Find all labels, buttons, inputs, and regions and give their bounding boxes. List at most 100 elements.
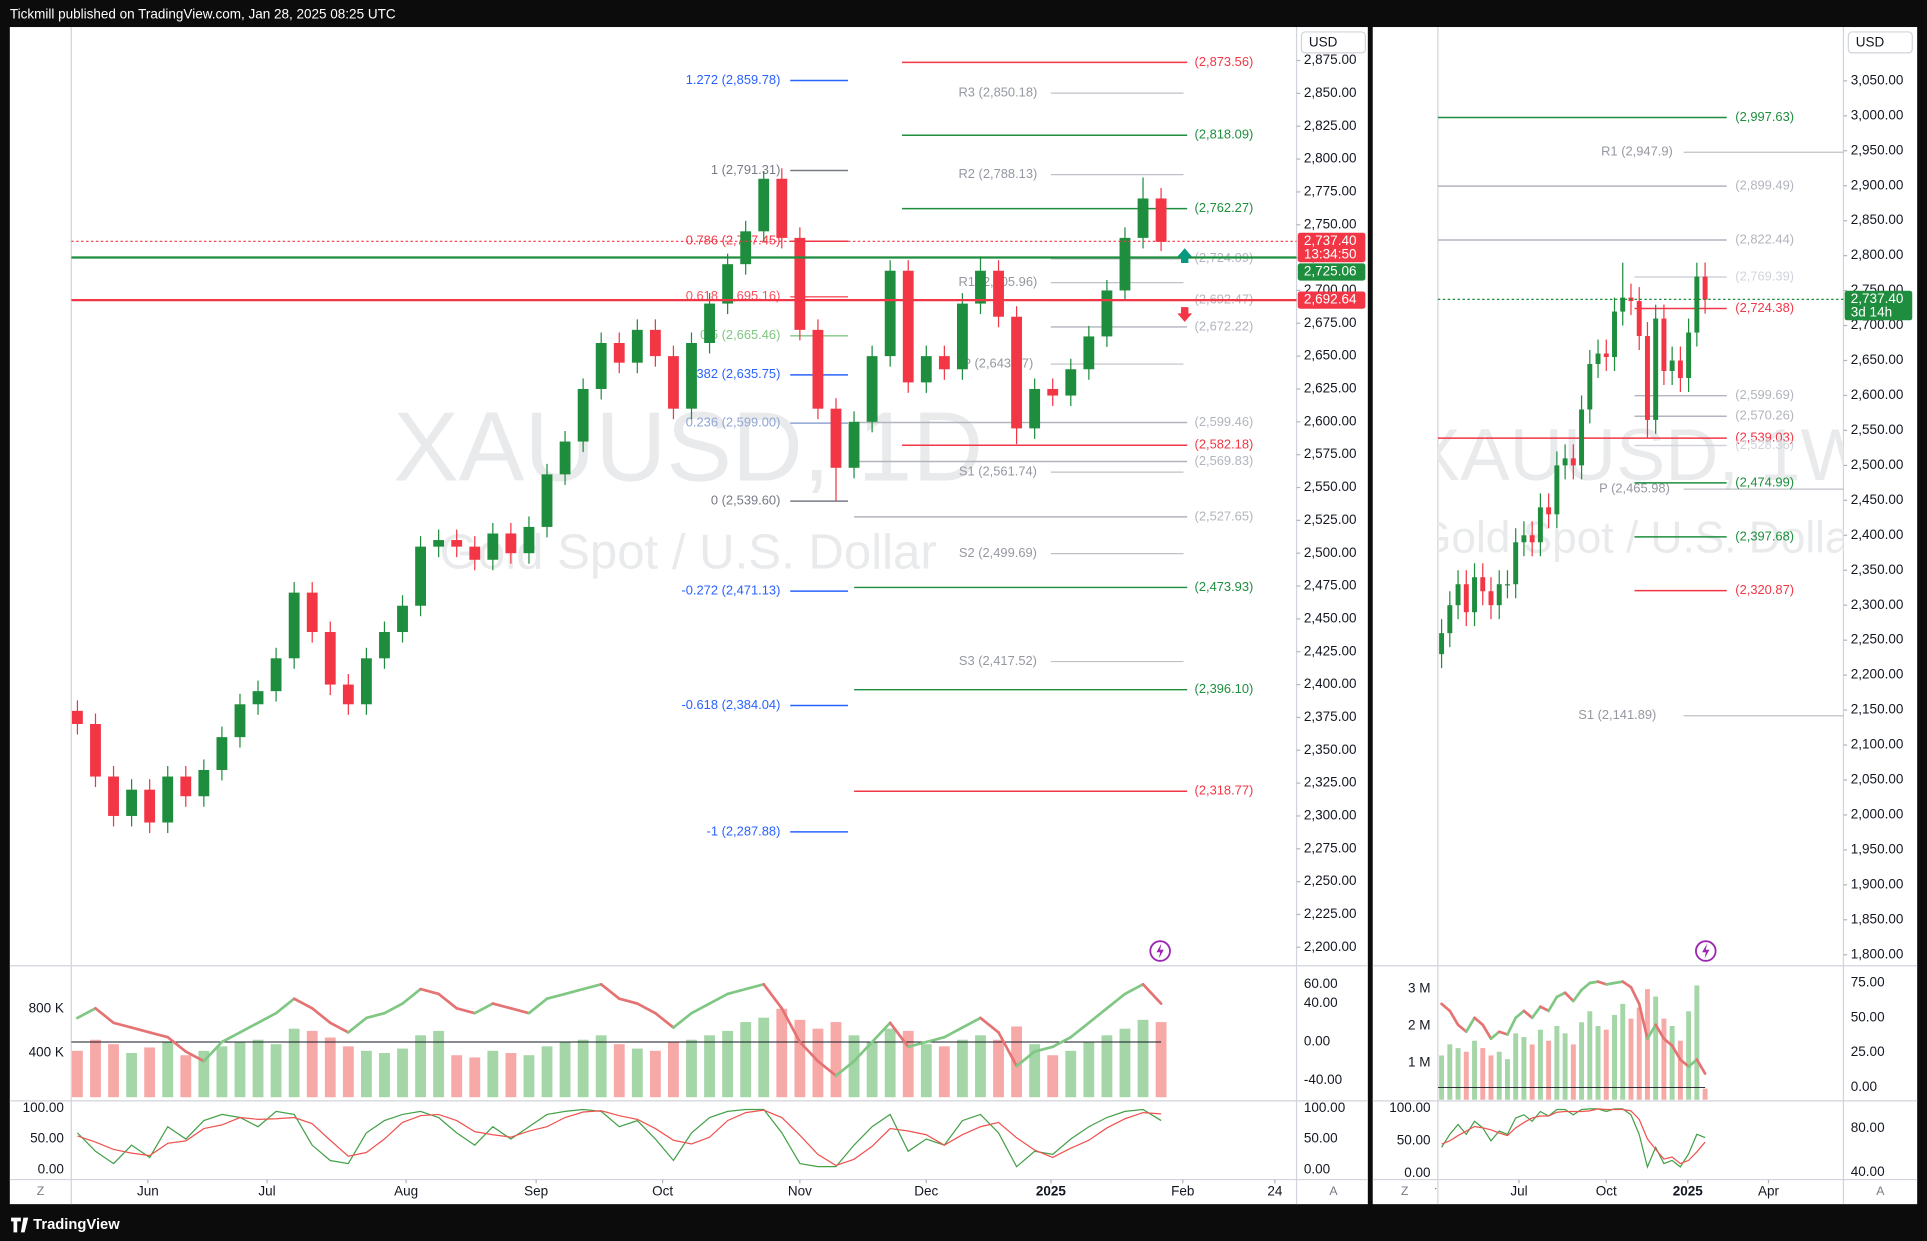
candle-body bbox=[1029, 388, 1041, 429]
candle-body bbox=[505, 533, 517, 554]
volume-bar bbox=[523, 1055, 535, 1098]
oscillator-segment bbox=[1456, 1023, 1468, 1034]
level-label: S1 (2,561.74) bbox=[959, 463, 1037, 478]
y-tick-label: 2,600.00 bbox=[1304, 413, 1357, 428]
auto-scale-button[interactable]: A bbox=[1876, 1184, 1885, 1198]
y-tick-label: 2,450.00 bbox=[1851, 492, 1904, 507]
volume-bar bbox=[1047, 1055, 1059, 1098]
y-tick-label: 2,350.00 bbox=[1304, 742, 1357, 757]
volume-bar bbox=[812, 1028, 824, 1098]
volume-bar bbox=[649, 1050, 661, 1098]
oscillator-segment bbox=[292, 997, 314, 1010]
candle-body bbox=[144, 789, 156, 823]
x-tick-label: Sep bbox=[524, 1183, 548, 1198]
volume-bar bbox=[1480, 1048, 1486, 1100]
volume-bar bbox=[90, 1039, 101, 1098]
volume-bar bbox=[902, 1030, 914, 1098]
x-tick-label: 24 bbox=[1267, 1183, 1283, 1198]
oscillator-segment bbox=[1613, 980, 1625, 985]
zoom-button[interactable]: Z bbox=[37, 1184, 45, 1198]
candle-body bbox=[397, 605, 408, 633]
oscillator-segment bbox=[1596, 980, 1608, 986]
volume-bar bbox=[1644, 989, 1650, 1100]
candle-body bbox=[830, 408, 842, 468]
candle-body bbox=[1636, 301, 1642, 337]
level-label: (2,822.44) bbox=[1735, 231, 1794, 246]
volume-bar bbox=[1513, 1033, 1519, 1100]
candle-body bbox=[360, 658, 372, 705]
oscillator-segment bbox=[1571, 988, 1583, 1003]
brand-name: TradingView bbox=[33, 1217, 120, 1233]
level-label: (2,599.69) bbox=[1735, 387, 1794, 402]
price-label: 2,737.40 bbox=[1851, 291, 1904, 306]
level-label: 0.786 (2,737.45) bbox=[686, 233, 781, 248]
oscillator-segment bbox=[943, 1026, 964, 1039]
oscillator-segment bbox=[1563, 991, 1575, 1003]
candle-body bbox=[487, 533, 499, 560]
oscillator-segment bbox=[1448, 1009, 1460, 1027]
oscillator-segment bbox=[401, 987, 422, 1005]
y-tick-label: 3,000.00 bbox=[1851, 107, 1904, 122]
main-pane: XAUUSD, 1D Gold Spot / U.S. Dollar 1.272 (… bbox=[71, 54, 1297, 838]
oscillator-segment bbox=[1695, 1058, 1707, 1075]
level-label: S2 (2,499.69) bbox=[959, 545, 1037, 560]
x-tick-label: Dec bbox=[914, 1183, 938, 1198]
oscillator-segment bbox=[130, 1026, 152, 1034]
oscillator-segment bbox=[1473, 1016, 1485, 1027]
volume-bar bbox=[884, 1028, 896, 1098]
y-tick-label: 2,900.00 bbox=[1851, 177, 1904, 192]
alert-icon[interactable] bbox=[1149, 940, 1171, 962]
volume-bar bbox=[740, 1022, 752, 1098]
oscillator-segment bbox=[365, 1011, 386, 1020]
candle-body bbox=[126, 789, 138, 816]
candle-body bbox=[1447, 605, 1453, 634]
volume-bar bbox=[1504, 1059, 1510, 1100]
candle-body bbox=[379, 632, 390, 659]
price-label: 2,725.06 bbox=[1304, 264, 1357, 279]
candle-body bbox=[108, 776, 119, 816]
oscillator-segment bbox=[1646, 1023, 1658, 1041]
x-tick-label: Jun bbox=[137, 1183, 159, 1198]
alert-icon[interactable] bbox=[1695, 940, 1717, 962]
oscillator-segment bbox=[997, 1031, 1018, 1068]
oscillator-tick-label: 0.00 bbox=[1851, 1079, 1877, 1094]
oscillator-segment bbox=[672, 1011, 693, 1029]
volume-bar bbox=[397, 1048, 408, 1098]
volume-bar bbox=[433, 1030, 445, 1098]
candle-body bbox=[1463, 584, 1469, 613]
candle-body bbox=[1562, 458, 1568, 466]
oscillator-tick-label: 50.00 bbox=[1851, 1009, 1885, 1024]
candle-body bbox=[1644, 336, 1650, 420]
y-tick-label: 2,775.00 bbox=[1304, 183, 1357, 198]
volume-bar bbox=[288, 1028, 300, 1098]
candle-body bbox=[270, 658, 282, 692]
oscillator-segment bbox=[527, 997, 549, 1015]
level-label: (2,997.63) bbox=[1735, 109, 1794, 124]
volume-bar bbox=[469, 1057, 481, 1098]
volume-bar bbox=[722, 1030, 734, 1098]
volume-bar bbox=[920, 1044, 932, 1098]
volume-bar bbox=[559, 1041, 571, 1098]
volume-bar bbox=[1463, 1051, 1469, 1100]
candle-body bbox=[1537, 507, 1543, 543]
volume-bar bbox=[1661, 1018, 1667, 1100]
zoom-button[interactable]: Z bbox=[1401, 1184, 1409, 1198]
oscillator-segment bbox=[1033, 1045, 1055, 1053]
level-label: (2,818.09) bbox=[1195, 127, 1254, 142]
level-label: (2,397.68) bbox=[1735, 528, 1794, 543]
volume-bar bbox=[776, 1008, 788, 1098]
candle-body bbox=[1686, 332, 1692, 378]
volume-bar bbox=[1439, 1055, 1445, 1100]
level-label: P (2,465.98) bbox=[1599, 481, 1670, 496]
oscillator-segment bbox=[617, 997, 639, 1005]
y-tick-label: 2,225.00 bbox=[1304, 906, 1357, 921]
candle-body bbox=[1661, 318, 1667, 371]
candle-body bbox=[812, 329, 824, 409]
volume-bar bbox=[1011, 1026, 1023, 1098]
y-tick-label: 2,000.00 bbox=[1851, 806, 1904, 821]
volume-bar bbox=[270, 1044, 282, 1098]
volume-bar bbox=[1669, 1025, 1675, 1100]
oscillator-segment bbox=[780, 1006, 802, 1044]
auto-scale-button[interactable]: A bbox=[1329, 1184, 1338, 1198]
candle-body bbox=[90, 723, 101, 777]
